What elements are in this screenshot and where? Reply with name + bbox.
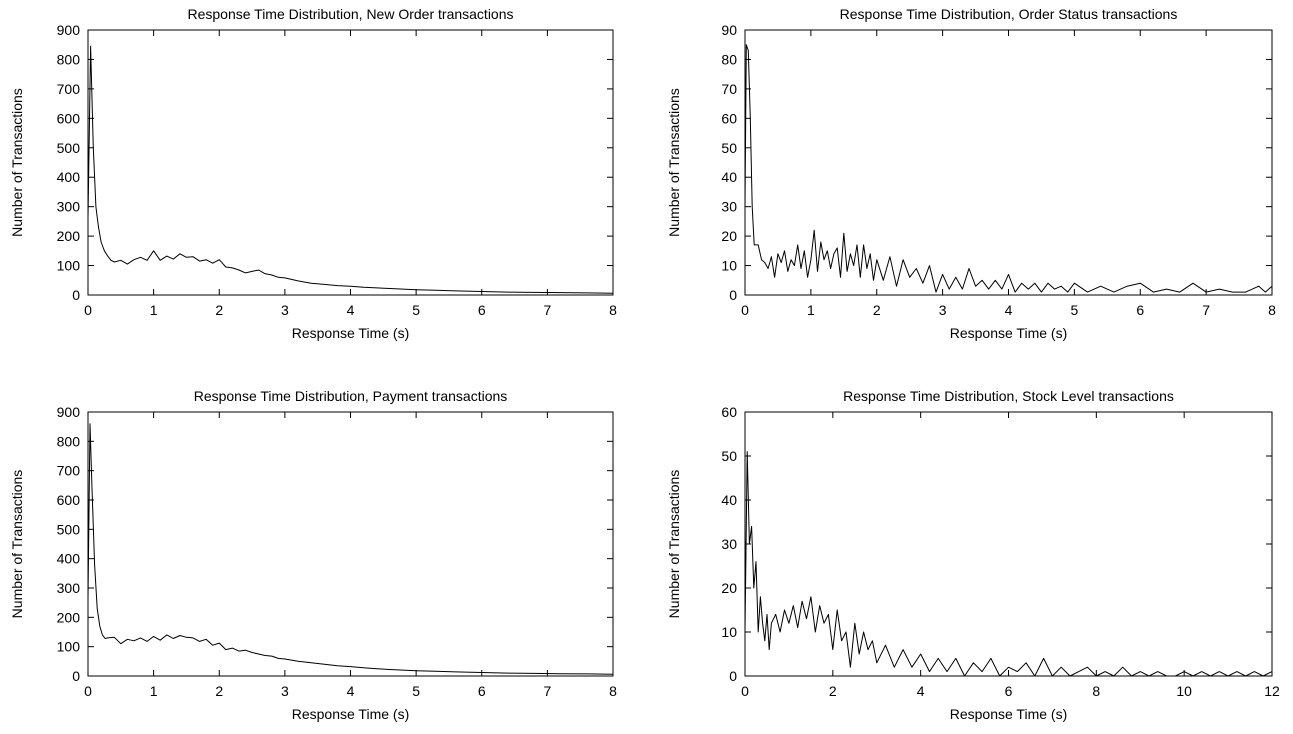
y-tick-label: 30 xyxy=(721,199,737,215)
x-tick-label: 2 xyxy=(873,302,881,318)
x-tick-label: 5 xyxy=(1070,302,1078,318)
x-tick-label: 7 xyxy=(543,683,551,699)
x-tick-label: 0 xyxy=(84,302,92,318)
y-tick-label: 0 xyxy=(72,668,80,684)
x-tick-label: 8 xyxy=(609,302,617,318)
y-tick-label: 50 xyxy=(721,140,737,156)
y-tick-label: 40 xyxy=(721,169,737,185)
y-axis-label: Number of Transactions xyxy=(666,470,682,619)
chart-title: Response Time Distribution, Payment tran… xyxy=(194,388,508,404)
y-tick-label: 900 xyxy=(57,404,81,420)
x-tick-label: 8 xyxy=(1092,683,1100,699)
chart-panel-4: Response Time Distribution, Stock Level … xyxy=(666,388,1280,722)
x-tick-label: 6 xyxy=(478,683,486,699)
series-line xyxy=(744,451,1273,677)
y-tick-label: 50 xyxy=(721,448,737,464)
y-tick-label: 20 xyxy=(721,580,737,596)
x-tick-label: 3 xyxy=(939,302,947,318)
x-tick-label: 5 xyxy=(412,302,420,318)
y-tick-label: 90 xyxy=(721,22,737,38)
chart-title: Response Time Distribution, New Order tr… xyxy=(187,6,513,22)
x-tick-label: 12 xyxy=(1264,683,1280,699)
y-tick-label: 70 xyxy=(721,81,737,97)
x-tick-label: 3 xyxy=(281,302,289,318)
chart-title: Response Time Distribution, Stock Level … xyxy=(843,388,1174,404)
chart-title: Response Time Distribution, Order Status… xyxy=(840,6,1178,22)
plot-frame xyxy=(744,29,1273,296)
x-tick-label: 1 xyxy=(150,683,158,699)
x-axis-label: Response Time (s) xyxy=(292,325,409,341)
chart-panel-2: Response Time Distribution, Order Status… xyxy=(666,6,1276,341)
y-axis-label: Number of Transactions xyxy=(666,88,682,237)
x-tick-label: 7 xyxy=(1202,302,1210,318)
series-line xyxy=(744,44,1273,293)
x-tick-label: 2 xyxy=(829,683,837,699)
y-tick-label: 700 xyxy=(57,463,81,479)
plot-frame xyxy=(744,411,1273,677)
y-tick-label: 900 xyxy=(57,22,81,38)
y-tick-label: 10 xyxy=(721,624,737,640)
y-tick-label: 700 xyxy=(57,81,81,97)
y-tick-label: 20 xyxy=(721,228,737,244)
plot-frame xyxy=(87,411,614,677)
y-tick-label: 60 xyxy=(721,110,737,126)
y-tick-label: 600 xyxy=(57,492,81,508)
y-tick-label: 300 xyxy=(57,199,81,215)
chart-panel-1: Response Time Distribution, New Order tr… xyxy=(9,6,617,341)
x-tick-label: 6 xyxy=(1005,683,1013,699)
y-tick-label: 10 xyxy=(721,258,737,274)
y-tick-label: 400 xyxy=(57,551,81,567)
x-tick-label: 4 xyxy=(347,683,355,699)
y-tick-label: 30 xyxy=(721,536,737,552)
x-tick-label: 3 xyxy=(281,683,289,699)
y-tick-label: 80 xyxy=(721,51,737,67)
y-tick-label: 300 xyxy=(57,580,81,596)
y-tick-label: 100 xyxy=(57,258,81,274)
x-tick-label: 5 xyxy=(412,683,420,699)
series-line xyxy=(87,45,614,294)
y-tick-label: 400 xyxy=(57,169,81,185)
x-tick-label: 0 xyxy=(84,683,92,699)
x-tick-label: 6 xyxy=(1136,302,1144,318)
y-axis-label: Number of Transactions xyxy=(9,88,25,237)
x-tick-label: 2 xyxy=(215,683,223,699)
y-tick-label: 600 xyxy=(57,110,81,126)
y-tick-label: 60 xyxy=(721,404,737,420)
y-tick-label: 200 xyxy=(57,228,81,244)
y-tick-label: 500 xyxy=(57,521,81,537)
y-tick-label: 40 xyxy=(721,492,737,508)
plot-frame xyxy=(87,29,614,296)
y-tick-label: 100 xyxy=(57,639,81,655)
x-tick-label: 0 xyxy=(741,302,749,318)
x-tick-label: 2 xyxy=(215,302,223,318)
x-tick-label: 8 xyxy=(1268,302,1276,318)
series-line xyxy=(87,423,614,675)
x-tick-label: 6 xyxy=(478,302,486,318)
x-tick-label: 8 xyxy=(609,683,617,699)
y-tick-label: 800 xyxy=(57,433,81,449)
x-tick-label: 4 xyxy=(917,683,925,699)
x-tick-label: 4 xyxy=(347,302,355,318)
chart-panel-3: Response Time Distribution, Payment tran… xyxy=(9,388,617,722)
x-axis-label: Response Time (s) xyxy=(950,325,1067,341)
x-axis-label: Response Time (s) xyxy=(950,706,1067,722)
x-tick-label: 10 xyxy=(1176,683,1192,699)
y-tick-label: 0 xyxy=(729,287,737,303)
x-tick-label: 1 xyxy=(150,302,158,318)
x-axis-label: Response Time (s) xyxy=(292,706,409,722)
y-tick-label: 0 xyxy=(729,668,737,684)
y-axis-label: Number of Transactions xyxy=(9,470,25,619)
x-tick-label: 1 xyxy=(807,302,815,318)
y-tick-label: 800 xyxy=(57,51,81,67)
y-tick-label: 500 xyxy=(57,140,81,156)
x-tick-label: 4 xyxy=(1005,302,1013,318)
x-tick-label: 7 xyxy=(543,302,551,318)
x-tick-label: 0 xyxy=(741,683,749,699)
y-tick-label: 0 xyxy=(72,287,80,303)
y-tick-label: 200 xyxy=(57,609,81,625)
